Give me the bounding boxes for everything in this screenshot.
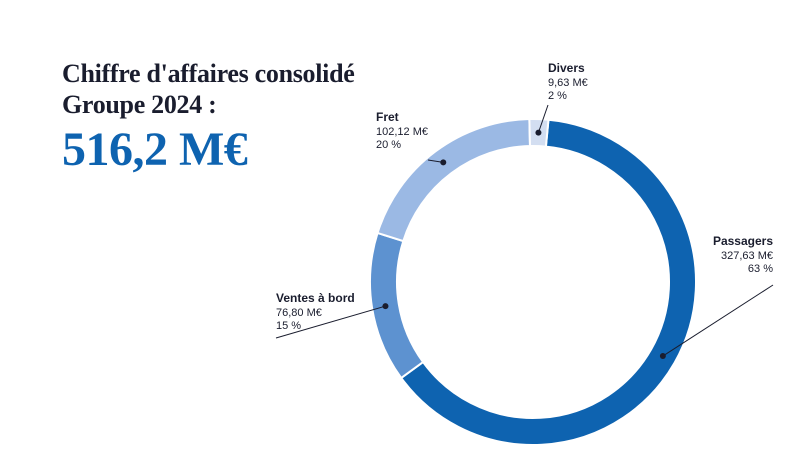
label-category-passagers: Passagers (713, 234, 773, 248)
leader-dot-passagers (659, 353, 666, 360)
label-value-ventes-a-bord: 76,80 M€ (276, 307, 322, 319)
label-category-divers: Divers (548, 61, 585, 75)
slice-ventes-a-bord (369, 231, 425, 380)
label-percent-divers: 2 % (548, 90, 567, 102)
label-value-fret: 102,12 M€ (376, 126, 428, 138)
label-category-fret: Fret (376, 110, 399, 124)
label-fret: Fret 102,12 M€20 % (376, 110, 428, 151)
leader-line-passagers (662, 284, 774, 357)
chart-title-line2: Groupe 2024 : (62, 90, 217, 119)
label-value-divers: 9,63 M€ (548, 77, 588, 89)
slice-passagers (399, 118, 697, 446)
label-percent-fret: 20 % (376, 139, 401, 151)
label-category-ventes-a-bord: Ventes à bord (276, 291, 355, 305)
label-percent-passagers: 63 % (748, 263, 773, 275)
chart-title: Chiffre d'affaires consolidé Groupe 2024… (62, 58, 355, 120)
leader-dot-fret (440, 159, 447, 166)
leader-line-divers (537, 104, 549, 133)
label-divers: Divers 9,63 M€2 % (548, 61, 588, 102)
label-percent-ventes-a-bord: 15 % (276, 320, 301, 332)
leader-dot-divers (535, 129, 542, 136)
label-ventes-a-bord: Ventes à bord 76,80 M€15 % (276, 291, 355, 332)
label-value-passagers: 327,63 M€ (721, 250, 773, 262)
leader-line-ventes-a-bord (275, 305, 386, 339)
total-revenue: 516,2 M€ (62, 123, 248, 176)
leader-dot-ventes-a-bord (382, 303, 389, 310)
chart-title-line1: Chiffre d'affaires consolidé (62, 59, 355, 88)
label-passagers: Passagers 327,63 M€63 % (713, 234, 773, 275)
